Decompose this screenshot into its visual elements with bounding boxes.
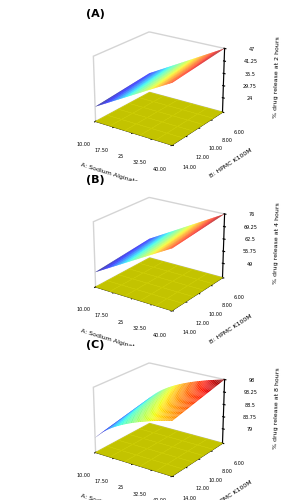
Text: (A): (A)	[86, 9, 105, 19]
X-axis label: A: Sodium Alginate: A: Sodium Alginate	[80, 328, 138, 350]
Text: (C): (C)	[86, 340, 104, 350]
Text: (B): (B)	[86, 175, 105, 185]
Y-axis label: B: HPMC K100M: B: HPMC K100M	[209, 148, 253, 180]
X-axis label: A: Sodium Alginate: A: Sodium Alginate	[80, 162, 138, 185]
X-axis label: A: Sodium Alginate: A: Sodium Alginate	[80, 494, 138, 500]
Y-axis label: B: HPMC K100M: B: HPMC K100M	[209, 314, 253, 345]
Y-axis label: B: HPMC K100M: B: HPMC K100M	[209, 479, 253, 500]
